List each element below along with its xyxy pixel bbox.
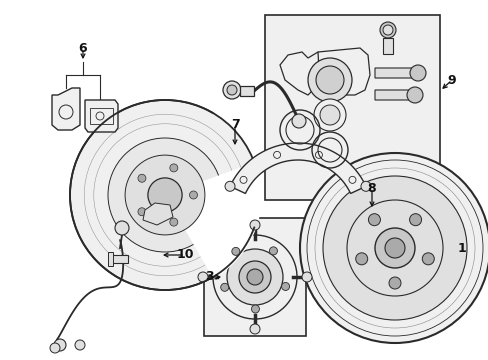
Wedge shape xyxy=(164,162,262,279)
Circle shape xyxy=(220,283,228,291)
Text: 3: 3 xyxy=(205,270,214,284)
Circle shape xyxy=(323,176,466,320)
Circle shape xyxy=(239,261,270,293)
Circle shape xyxy=(213,235,296,319)
Text: 9: 9 xyxy=(447,73,455,86)
Circle shape xyxy=(291,114,305,128)
Circle shape xyxy=(382,25,392,35)
Bar xyxy=(240,86,253,96)
Circle shape xyxy=(315,66,343,94)
Circle shape xyxy=(409,65,425,81)
Polygon shape xyxy=(85,100,118,132)
Polygon shape xyxy=(317,48,369,95)
Text: 6: 6 xyxy=(79,41,87,54)
Circle shape xyxy=(226,249,283,305)
Circle shape xyxy=(422,253,433,265)
Bar xyxy=(203,218,305,336)
Circle shape xyxy=(302,272,311,282)
Circle shape xyxy=(374,228,414,268)
Circle shape xyxy=(115,221,129,235)
Circle shape xyxy=(169,164,178,172)
Bar xyxy=(264,15,439,200)
Polygon shape xyxy=(374,68,417,78)
Bar xyxy=(108,252,113,266)
Circle shape xyxy=(307,58,351,102)
Circle shape xyxy=(406,87,422,103)
Circle shape xyxy=(75,340,85,350)
Circle shape xyxy=(147,178,182,212)
Circle shape xyxy=(360,181,370,191)
Circle shape xyxy=(355,253,367,265)
Circle shape xyxy=(231,247,239,255)
Circle shape xyxy=(299,153,488,343)
Text: 1: 1 xyxy=(457,242,466,255)
Bar xyxy=(112,255,128,263)
Polygon shape xyxy=(374,90,414,100)
Circle shape xyxy=(269,247,277,255)
Circle shape xyxy=(319,105,339,125)
Circle shape xyxy=(226,85,237,95)
Circle shape xyxy=(388,277,400,289)
Circle shape xyxy=(249,324,260,334)
Circle shape xyxy=(198,272,207,282)
Polygon shape xyxy=(52,88,80,130)
Circle shape xyxy=(189,191,197,199)
Circle shape xyxy=(313,99,346,131)
Bar xyxy=(382,38,392,54)
Text: 7: 7 xyxy=(230,118,239,131)
Circle shape xyxy=(138,208,145,216)
Polygon shape xyxy=(142,203,173,225)
Polygon shape xyxy=(229,143,365,193)
Circle shape xyxy=(251,305,259,313)
Polygon shape xyxy=(280,52,321,95)
Circle shape xyxy=(70,100,260,290)
Circle shape xyxy=(246,269,263,285)
Circle shape xyxy=(54,339,66,351)
Circle shape xyxy=(169,218,178,226)
Circle shape xyxy=(138,174,145,182)
Circle shape xyxy=(50,343,60,353)
Circle shape xyxy=(379,22,395,38)
Circle shape xyxy=(367,214,380,226)
Circle shape xyxy=(108,138,222,252)
Circle shape xyxy=(281,283,289,291)
Circle shape xyxy=(223,81,241,99)
Text: 10: 10 xyxy=(176,248,193,261)
Circle shape xyxy=(384,238,404,258)
Circle shape xyxy=(409,214,421,226)
Bar xyxy=(90,108,113,124)
Text: 8: 8 xyxy=(367,181,376,194)
Circle shape xyxy=(249,220,260,230)
Circle shape xyxy=(125,155,204,235)
Circle shape xyxy=(224,181,235,191)
